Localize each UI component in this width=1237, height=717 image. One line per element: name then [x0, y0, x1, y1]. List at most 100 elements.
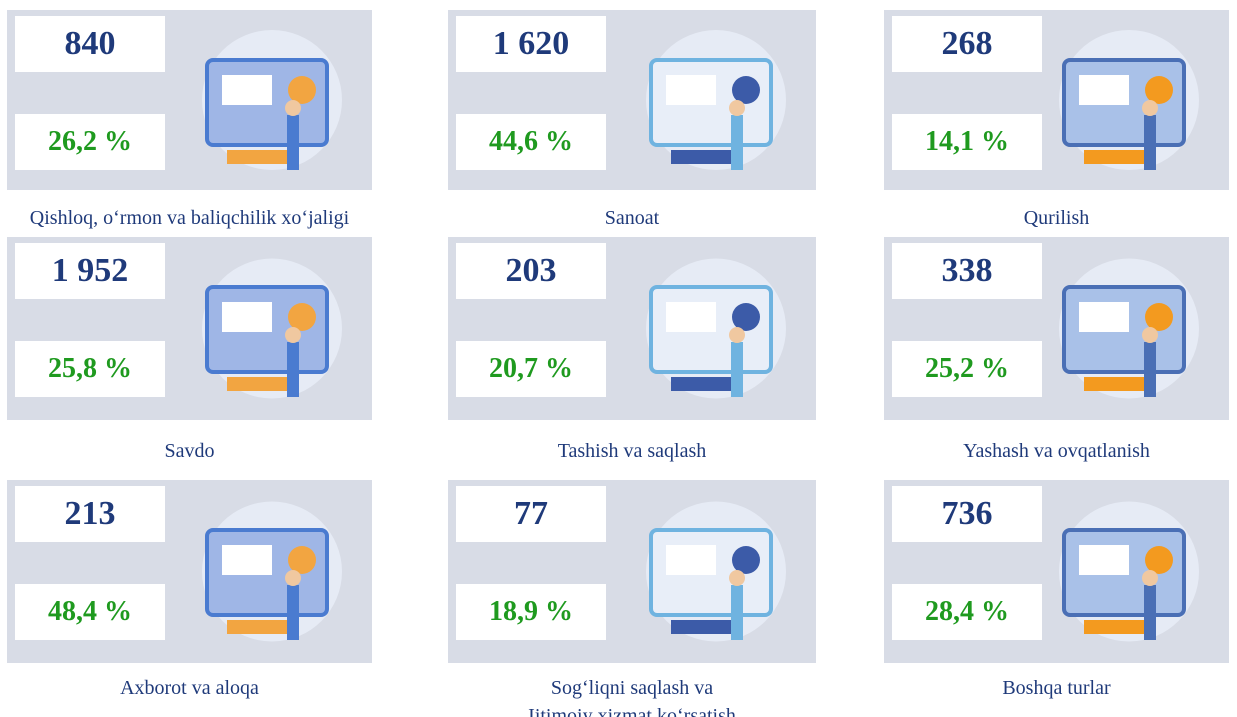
illustration-shape	[288, 303, 316, 331]
caption: Boshqa turlar	[864, 674, 1237, 702]
illustration-shape	[222, 545, 272, 575]
illustration-shape	[732, 546, 760, 574]
illustration-shape	[1145, 76, 1173, 104]
illustration	[177, 247, 357, 410]
percent: 25,2 %	[892, 341, 1042, 397]
percent: 25,8 %	[15, 341, 165, 397]
caption: Tashish va saqlash	[428, 437, 836, 465]
caption-line: Sanoat	[428, 204, 836, 232]
illustration-shape	[222, 302, 272, 332]
illustration-shape	[1142, 570, 1158, 586]
number: 268	[892, 16, 1042, 72]
illustration	[1034, 247, 1214, 410]
illustration-shape	[222, 75, 272, 105]
illustration-shape	[1084, 377, 1144, 391]
illustration-shape	[1084, 150, 1144, 164]
caption: Sanoat	[428, 204, 836, 232]
illustration-shape	[287, 115, 299, 170]
caption: Qishloq, o‘rmon va baliqchilik xo‘jaligi	[0, 204, 392, 232]
number: 203	[456, 243, 606, 299]
caption: Savdo	[0, 437, 392, 465]
percent: 18,9 %	[456, 584, 606, 640]
illustration-shape	[1144, 115, 1156, 170]
number: 338	[892, 243, 1042, 299]
illustration	[177, 20, 357, 180]
percent: 20,7 %	[456, 341, 606, 397]
illustration-shape	[732, 303, 760, 331]
illustration-shape	[1084, 620, 1144, 634]
illustration-shape	[671, 377, 731, 391]
caption-line: Qurilish	[864, 204, 1237, 232]
card: 77 18,9 %	[448, 480, 816, 663]
illustration	[621, 20, 801, 180]
illustration-shape	[227, 620, 287, 634]
illustration	[621, 490, 801, 653]
percent: 14,1 %	[892, 114, 1042, 170]
caption-line: Boshqa turlar	[864, 674, 1237, 702]
card: 840 26,2 %	[7, 10, 372, 190]
illustration-shape	[671, 620, 731, 634]
illustration-shape	[729, 570, 745, 586]
card: 203 20,7 %	[448, 237, 816, 420]
illustration-shape	[671, 150, 731, 164]
illustration-shape	[666, 545, 716, 575]
illustration-shape	[1144, 585, 1156, 640]
number: 77	[456, 486, 606, 542]
illustration-shape	[729, 100, 745, 116]
percent: 44,6 %	[456, 114, 606, 170]
illustration	[1034, 490, 1214, 653]
card: 268 14,1 %	[884, 10, 1229, 190]
illustration-shape	[1142, 100, 1158, 116]
caption: Yashash va ovqatlanish	[864, 437, 1237, 465]
caption-line: Sog‘liqni saqlash va	[428, 674, 836, 702]
illustration-shape	[227, 150, 287, 164]
illustration-shape	[287, 342, 299, 397]
illustration-shape	[288, 76, 316, 104]
caption: Qurilish	[864, 204, 1237, 232]
illustration-shape	[285, 570, 301, 586]
illustration-shape	[731, 585, 743, 640]
caption: Axborot va aloqa	[0, 674, 392, 702]
illustration-shape	[1145, 546, 1173, 574]
illustration-shape	[731, 115, 743, 170]
percent: 48,4 %	[15, 584, 165, 640]
illustration-shape	[732, 76, 760, 104]
illustration-shape	[666, 302, 716, 332]
caption-line: Axborot va aloqa	[0, 674, 392, 702]
illustration-shape	[1145, 303, 1173, 331]
number: 1 952	[15, 243, 165, 299]
illustration-shape	[729, 327, 745, 343]
illustration-shape	[285, 100, 301, 116]
caption-line: Qishloq, o‘rmon va baliqchilik xo‘jaligi	[0, 204, 392, 232]
illustration-shape	[1079, 75, 1129, 105]
caption-line: Yashash va ovqatlanish	[864, 437, 1237, 465]
number: 840	[15, 16, 165, 72]
illustration-shape	[1079, 545, 1129, 575]
number: 736	[892, 486, 1042, 542]
illustration-shape	[731, 342, 743, 397]
caption-line: Savdo	[0, 437, 392, 465]
illustration	[177, 490, 357, 653]
card: 213 48,4 %	[7, 480, 372, 663]
card: 1 620 44,6 %	[448, 10, 816, 190]
card: 1 952 25,8 %	[7, 237, 372, 420]
caption-line: Tashish va saqlash	[428, 437, 836, 465]
illustration-shape	[1079, 302, 1129, 332]
illustration	[621, 247, 801, 410]
illustration-shape	[227, 377, 287, 391]
illustration-shape	[288, 546, 316, 574]
caption-line: Ijtimoiy xizmat ko‘rsatish	[428, 702, 836, 717]
illustration-shape	[1144, 342, 1156, 397]
illustration-shape	[287, 585, 299, 640]
illustration-shape	[666, 75, 716, 105]
percent: 28,4 %	[892, 584, 1042, 640]
card: 736 28,4 %	[884, 480, 1229, 663]
percent: 26,2 %	[15, 114, 165, 170]
illustration-shape	[1142, 327, 1158, 343]
card: 338 25,2 %	[884, 237, 1229, 420]
number: 213	[15, 486, 165, 542]
illustration	[1034, 20, 1214, 180]
number: 1 620	[456, 16, 606, 72]
illustration-shape	[285, 327, 301, 343]
